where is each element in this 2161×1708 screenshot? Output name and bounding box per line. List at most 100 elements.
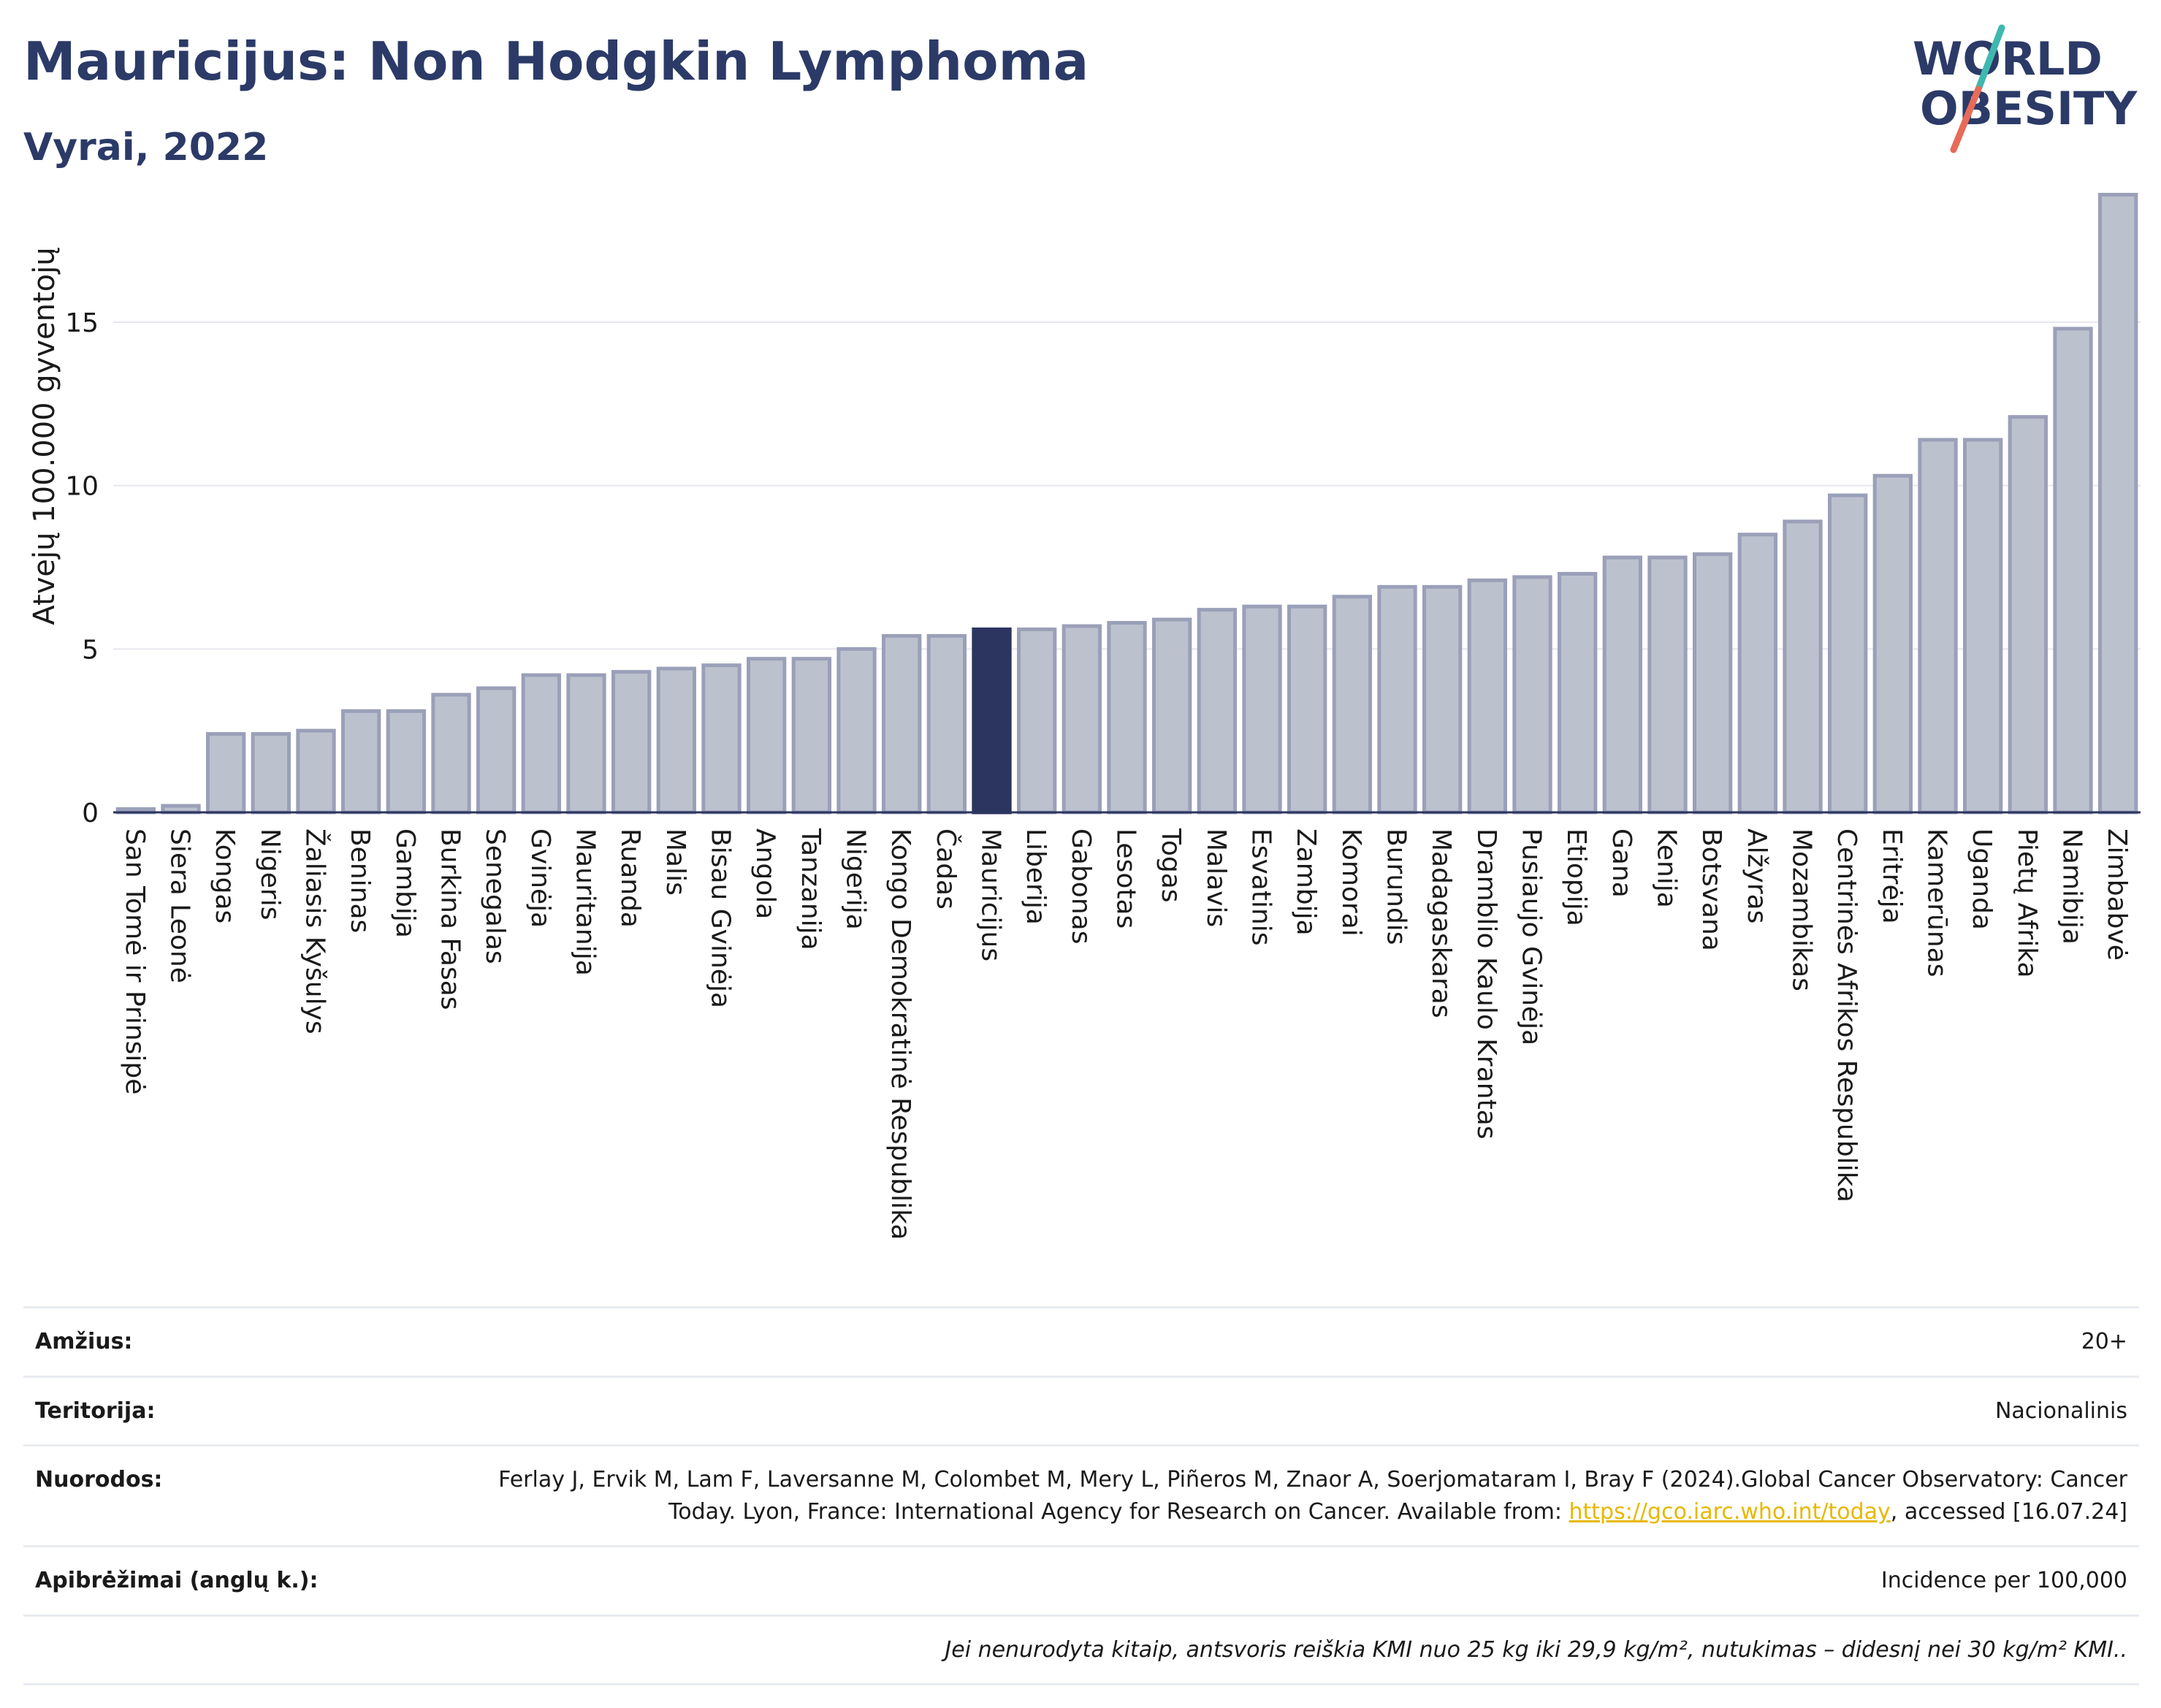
bar: [836, 647, 877, 815]
bar: [521, 673, 562, 815]
bar: [1558, 571, 1598, 815]
y-tick-label: 10: [65, 472, 99, 502]
x-tick-label: Lesotas: [1111, 828, 1141, 929]
bar: [1467, 578, 1507, 815]
bar: [611, 670, 652, 815]
definition-note: Jei nenurodyta kitaip, antsvoris reiškia…: [23, 1614, 2139, 1685]
bar-chart: 0 5 10 15 San Tomė ir Prinsipė Siera Leonė Ko…: [28, 192, 2141, 1240]
bar: [1377, 584, 1417, 815]
x-tick-label: Angola: [750, 828, 780, 919]
x-tick-label: Senegalas: [480, 828, 510, 964]
bar: [341, 709, 381, 815]
meta-row-age: Amžius: 20+: [23, 1306, 2139, 1376]
x-tick-label: Malavis: [1201, 828, 1231, 927]
bar: [1107, 621, 1147, 815]
y-tick-label: 0: [82, 798, 99, 828]
bar: [1287, 604, 1327, 815]
x-tick-label: Esvatinis: [1246, 828, 1276, 946]
page-subtitle: Vyrai, 2022: [23, 126, 269, 169]
x-tick-label: Etiopija: [1561, 828, 1591, 926]
x-tick-label: Žaliasis Kyšulys: [300, 828, 331, 1034]
definitions-value: Incidence per 100,000: [427, 1545, 2139, 1615]
y-axis-label: Atvejų 100.000 gyventojų: [28, 247, 61, 625]
x-tick-label: Pietų Afrika: [2012, 828, 2042, 978]
bar: [566, 673, 606, 815]
x-tick-label: Nigeris: [255, 828, 285, 920]
x-tick-label: Malis: [660, 828, 690, 896]
definitions-label: Apibrėžimai (anglų k.):: [23, 1545, 427, 1615]
bar: [476, 686, 517, 815]
x-tick-label: Dramblio Kaulo Krantas: [1471, 828, 1501, 1140]
references-label: Nuorodos:: [23, 1444, 427, 1547]
x-tick-label: Namibija: [2057, 828, 2087, 945]
x-tick-label: Alžyras: [1742, 828, 1772, 923]
bar: [296, 728, 336, 815]
x-tick-label: Beninas: [345, 828, 375, 933]
x-tick-label: San Tomė ir Prinsipė: [120, 828, 150, 1094]
x-tick-label: Burkina Fasas: [435, 828, 465, 1010]
x-tick-label: Kongas: [210, 828, 240, 923]
x-tick-label: Gambija: [390, 828, 420, 938]
x-tick-label: Madagaskaras: [1426, 828, 1456, 1018]
bar: [656, 666, 697, 815]
x-tick-label: Eritrėja: [1877, 828, 1907, 924]
bar: [1152, 617, 1192, 815]
logo-word-world: WORLD: [1913, 32, 2103, 85]
references-link[interactable]: https://gco.iarc.who.int/today: [1569, 1498, 1891, 1525]
y-tick-labels: 0 5 10 15: [65, 308, 99, 828]
logo-word-obesity: OBESITY: [1920, 82, 2138, 135]
page-title: Mauricijus: Non Hodgkin Lymphoma: [23, 31, 1089, 92]
age-label: Amžius:: [23, 1306, 427, 1376]
logo-slash-teal: [1975, 24, 2005, 93]
x-tick-label: Gabonas: [1066, 828, 1096, 944]
bar: [701, 663, 742, 815]
bar: [1647, 555, 1688, 815]
bar: [1872, 473, 1913, 815]
bar: [791, 657, 831, 815]
x-tick-label: Botsvana: [1696, 828, 1726, 951]
bar: [1332, 595, 1372, 815]
x-tick-label: Komorai: [1336, 828, 1366, 937]
metadata-table: Amžius: 20+ Teritorija: Nacionalinis Nuo…: [23, 1306, 2139, 1685]
references-text: Ferlay J, Ervik M, Lam F, Laversanne M, …: [498, 1467, 2127, 1525]
bar: [882, 633, 922, 815]
logo-slash-coral: [1950, 85, 1982, 153]
bar: [2053, 327, 2093, 815]
age-value: 20+: [427, 1306, 2139, 1376]
x-tick-label: Nigerija: [841, 828, 871, 930]
x-tick-label: Liberija: [1021, 828, 1051, 925]
x-tick-label: Bisau Gvinėja: [706, 828, 736, 1008]
world-obesity-logo: WORLD OBESITY: [1913, 24, 2138, 153]
bar: [1963, 438, 2003, 815]
references-value: Ferlay J, Ervik M, Lam F, Laversanne M, …: [427, 1444, 2139, 1547]
bar: [747, 657, 787, 815]
territory-value: Nacionalinis: [427, 1375, 2139, 1446]
x-tick-labels: San Tomė ir Prinsipė Siera Leonė Kongas Nig…: [120, 828, 2132, 1240]
x-tick-label: Burundis: [1381, 828, 1411, 945]
x-tick-label: Zimbabvė: [2102, 828, 2132, 961]
x-tick-label: Siera Leonė: [165, 828, 195, 983]
x-tick-label: Mauricijus: [976, 828, 1006, 961]
x-tick-label: Mozambikas: [1787, 828, 1817, 991]
bar: [206, 732, 246, 815]
x-tick-label: Gvinėja: [525, 828, 555, 928]
x-tick-label: Kenija: [1652, 828, 1682, 908]
meta-row-territory: Teritorija: Nacionalinis: [23, 1375, 2139, 1446]
bar: [1918, 438, 1958, 815]
bars: [115, 192, 2138, 815]
meta-row-note: Jei nenurodyta kitaip, antsvoris reiškia…: [23, 1614, 2139, 1685]
x-tick-label: Kongo Demokratinė Respublika: [885, 828, 915, 1240]
x-tick-label: Mauritanija: [571, 828, 601, 976]
bar: [1242, 604, 1282, 815]
bar: [431, 693, 471, 815]
bar: [386, 709, 427, 815]
bar: [1693, 552, 1733, 815]
x-tick-label: Tanzanija: [796, 828, 826, 950]
bar: [1783, 519, 1823, 815]
x-tick-label: Togas: [1156, 828, 1186, 903]
bar: [1062, 624, 1102, 815]
bar: [1737, 533, 1778, 815]
x-tick-label: Pusiaujo Gvinėja: [1517, 828, 1547, 1045]
bar: [1197, 608, 1237, 815]
meta-row-references: Nuorodos: Ferlay J, Ervik M, Lam F, Lave…: [23, 1444, 2139, 1547]
